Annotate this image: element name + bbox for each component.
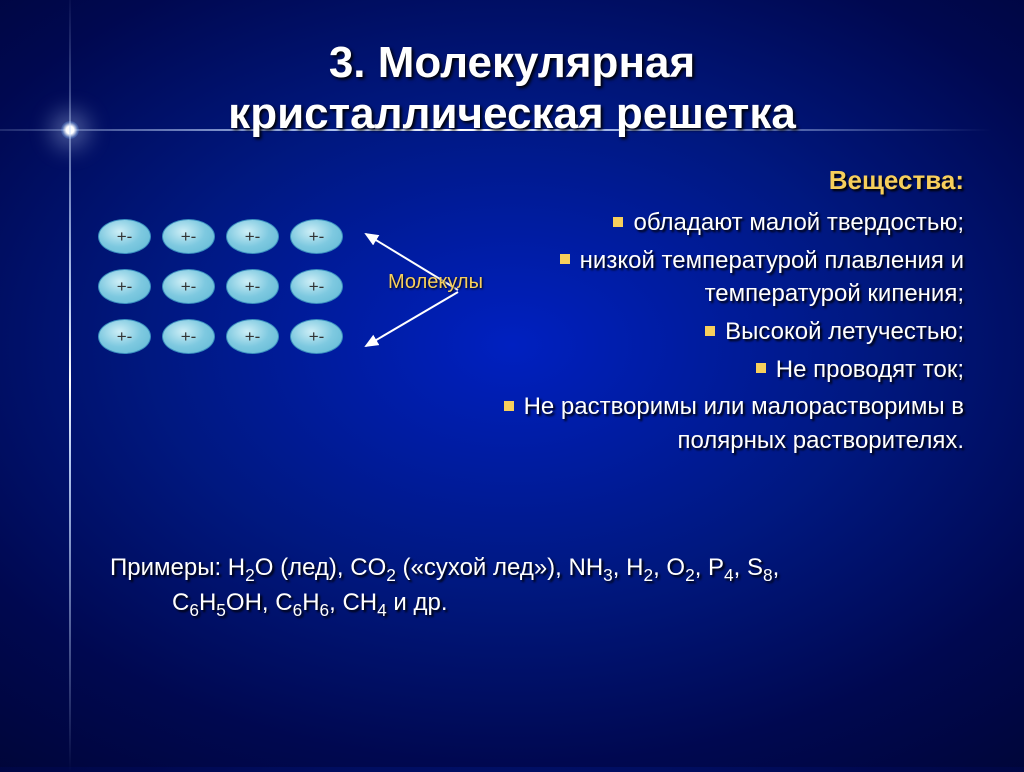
property-item-text: Высокой летучестью; <box>725 318 964 345</box>
properties-column: Вещества: обладают малой твердостью; низк… <box>430 165 964 461</box>
molecule-node: +- <box>226 269 279 304</box>
title-line-1: 3. Молекулярная <box>329 38 695 87</box>
properties-list: обладают малой твердостью; низкой темпера… <box>500 206 964 461</box>
molecule-node: +- <box>162 219 215 254</box>
property-item-text: обладают малой твердостью; <box>633 209 964 236</box>
slide-title: 3. Молекулярная кристаллическая решетка <box>60 38 964 139</box>
examples-text: Примеры: H2O (лед), CO2 («сухой лед»), N… <box>60 551 964 621</box>
molecule-node: +- <box>98 319 151 354</box>
diagram-column: +-+-+-+-+-+-+-+-+-+-+-+- Молекулы <box>60 165 430 461</box>
property-item: Не растворимы или малорастворимы в поляр… <box>500 390 964 461</box>
examples-prefix: Примеры: <box>110 554 228 581</box>
bullet-square-icon <box>705 326 715 336</box>
properties-heading: Вещества: <box>500 165 964 196</box>
slide-container: 3. Молекулярная кристаллическая решетка … <box>0 0 1024 767</box>
property-item: Не проводят ток; <box>500 353 964 391</box>
molecule-node: +- <box>290 269 343 304</box>
examples-line-2: C6H5OH, C6H6, CH4 и др. <box>172 589 448 616</box>
molecule-node: +- <box>98 219 151 254</box>
bullet-square-icon <box>560 254 570 264</box>
property-item-text: Не растворимы или малорастворимы в поляр… <box>524 393 964 454</box>
molecule-node: +- <box>98 269 151 304</box>
content-row: +- +- +- +- +- +- +- +- +- +- +- +- Молекулы Вещест… <box>60 165 964 461</box>
property-item: Высокой летучестью; <box>500 315 964 353</box>
molecule-node: +- <box>162 319 215 354</box>
molecule-node: +- <box>162 269 215 304</box>
examples-line-1: H2O (лед), CO2 («сухой лед»), NH3, H2, O… <box>228 554 779 581</box>
molecule-lattice: +- +- +- +- +- +- +- +- +- +- +- +- <box>98 219 430 355</box>
property-item-text: низкой температурой плавления и температ… <box>580 247 964 308</box>
property-item: низкой температурой плавления и температ… <box>500 244 964 315</box>
molecule-node: +- <box>290 319 343 354</box>
property-item-text: Не проводят ток; <box>776 356 964 383</box>
bullet-square-icon <box>504 401 514 411</box>
molecule-node: +- <box>226 219 279 254</box>
bullet-square-icon <box>756 363 766 373</box>
molecule-node: +- <box>290 219 343 254</box>
molecules-pointer-label: Молекулы <box>388 271 483 294</box>
property-item: обладают малой твердостью; <box>500 206 964 244</box>
molecule-node: +- <box>226 319 279 354</box>
bullet-square-icon <box>613 217 623 227</box>
title-line-2: кристаллическая решетка <box>228 89 796 138</box>
